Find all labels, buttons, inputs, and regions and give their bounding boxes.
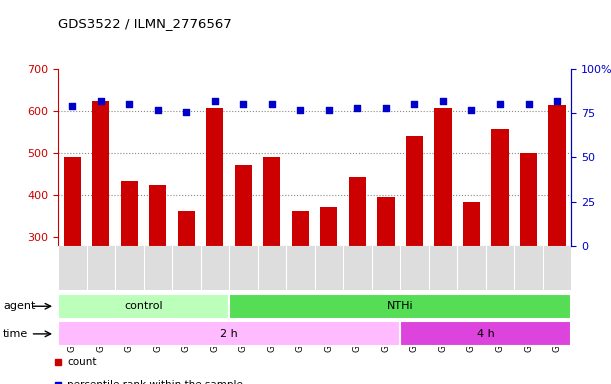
Bar	[549, 105, 566, 364]
Text: NTHi: NTHi	[387, 301, 414, 311]
Point	[381, 105, 391, 111]
Text: control: control	[124, 301, 163, 311]
Bar	[64, 157, 81, 364]
Text: 4 h: 4 h	[477, 329, 495, 339]
Bar	[349, 177, 366, 364]
Bar	[263, 157, 280, 364]
Bar	[207, 108, 224, 364]
Bar	[463, 202, 480, 364]
Bar	[92, 101, 109, 364]
Point	[153, 107, 163, 113]
Bar	[320, 207, 337, 364]
Point	[495, 101, 505, 108]
Bar	[400, 321, 571, 346]
Bar	[520, 153, 537, 364]
Point	[552, 98, 562, 104]
Point	[524, 101, 533, 108]
Point	[467, 107, 477, 113]
Bar	[58, 294, 229, 319]
Point	[67, 103, 77, 109]
Bar	[121, 180, 138, 364]
Bar	[235, 165, 252, 364]
Point	[96, 98, 106, 104]
Text: agent: agent	[3, 301, 35, 311]
Bar	[229, 294, 571, 319]
Point	[409, 101, 419, 108]
Text: percentile rank within the sample: percentile rank within the sample	[67, 380, 243, 384]
Point	[353, 105, 362, 111]
Point	[324, 107, 334, 113]
Text: time: time	[3, 329, 28, 339]
Bar	[292, 211, 309, 364]
Bar	[378, 197, 395, 364]
Point	[296, 107, 306, 113]
Point	[210, 98, 220, 104]
Bar	[406, 136, 423, 364]
Point	[267, 101, 277, 108]
Point	[238, 101, 248, 108]
Bar	[434, 108, 452, 364]
Bar	[58, 321, 400, 346]
Text: GDS3522 / ILMN_2776567: GDS3522 / ILMN_2776567	[58, 17, 232, 30]
Bar	[149, 185, 166, 364]
Bar	[491, 129, 508, 364]
Text: 2 h: 2 h	[220, 329, 238, 339]
Bar	[178, 211, 195, 364]
Point	[438, 98, 448, 104]
Text: count: count	[67, 357, 97, 367]
Point	[181, 108, 191, 114]
Point	[125, 101, 134, 108]
